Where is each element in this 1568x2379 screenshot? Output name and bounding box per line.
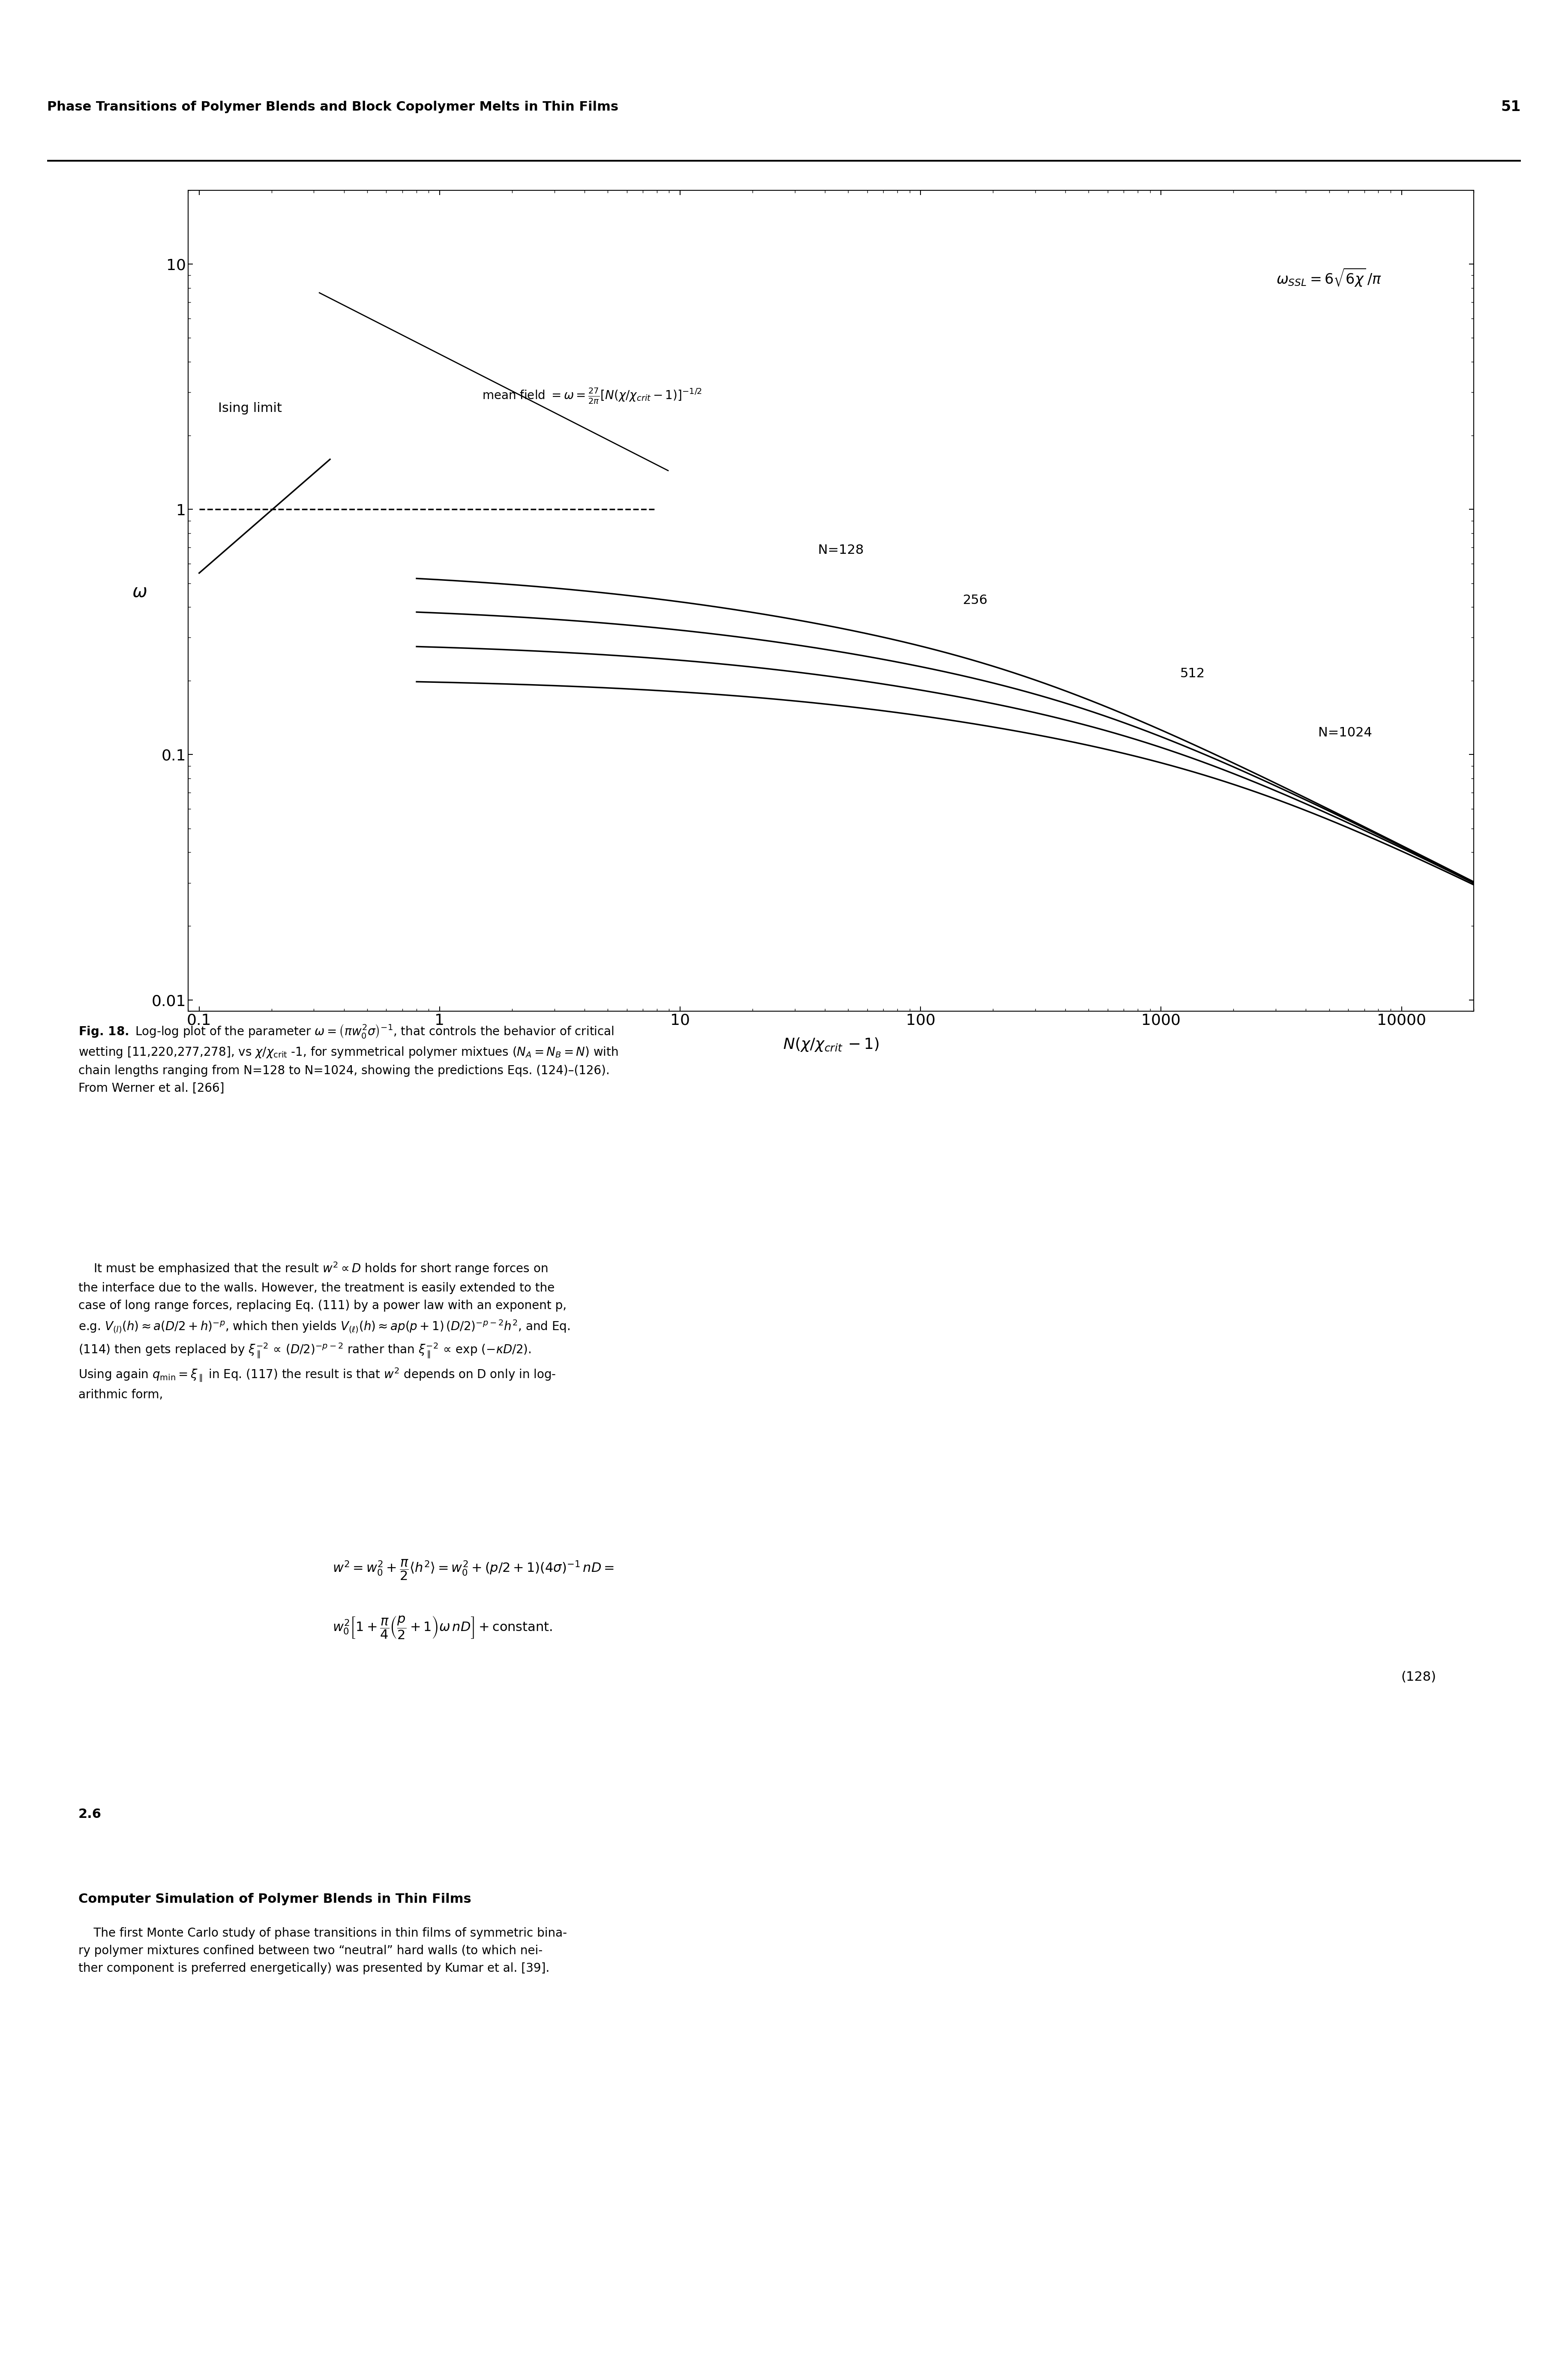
Text: mean field $=\omega=\frac{27}{2\pi}[N(\chi/\chi_{crit}-1)]^{-1/2}$: mean field $=\omega=\frac{27}{2\pi}[N(\c… (481, 388, 702, 404)
Text: $\bf{Fig.\,18.}$ Log-log plot of the parameter $\omega=\left(\pi w_0^2\sigma\rig: $\bf{Fig.\,18.}$ Log-log plot of the par… (78, 1023, 618, 1094)
Text: N=128: N=128 (818, 545, 864, 557)
Text: 256: 256 (963, 595, 988, 607)
Text: $\omega_{SSL}=6\sqrt{6\chi}\,/\pi$: $\omega_{SSL}=6\sqrt{6\chi}\,/\pi$ (1276, 266, 1381, 288)
Text: 51: 51 (1501, 100, 1521, 114)
Text: 512: 512 (1181, 668, 1204, 680)
Text: Ising limit: Ising limit (218, 402, 282, 414)
Text: $w^2 = w_0^2 + \dfrac{\pi}{2}\left\langle h^2\right\rangle = w_0^2 + \left(p/2+1: $w^2 = w_0^2 + \dfrac{\pi}{2}\left\langl… (332, 1558, 615, 1639)
Y-axis label: $\omega$: $\omega$ (132, 583, 147, 600)
Text: (128): (128) (1402, 1670, 1436, 1684)
Text: The first Monte Carlo study of phase transitions in thin films of symmetric bina: The first Monte Carlo study of phase tra… (78, 1927, 568, 1975)
Text: Phase Transitions of Polymer Blends and Block Copolymer Melts in Thin Films: Phase Transitions of Polymer Blends and … (47, 100, 618, 114)
Text: Computer Simulation of Polymer Blends in Thin Films: Computer Simulation of Polymer Blends in… (78, 1894, 472, 1906)
Text: It must be emphasized that the result $w^2{\propto}D$ holds for short range forc: It must be emphasized that the result $w… (78, 1261, 571, 1401)
X-axis label: $N(\chi/\chi_{crit}\,-1)$: $N(\chi/\chi_{crit}\,-1)$ (782, 1037, 880, 1054)
Text: N=1024: N=1024 (1319, 726, 1372, 740)
Text: 2.6: 2.6 (78, 1808, 102, 1820)
